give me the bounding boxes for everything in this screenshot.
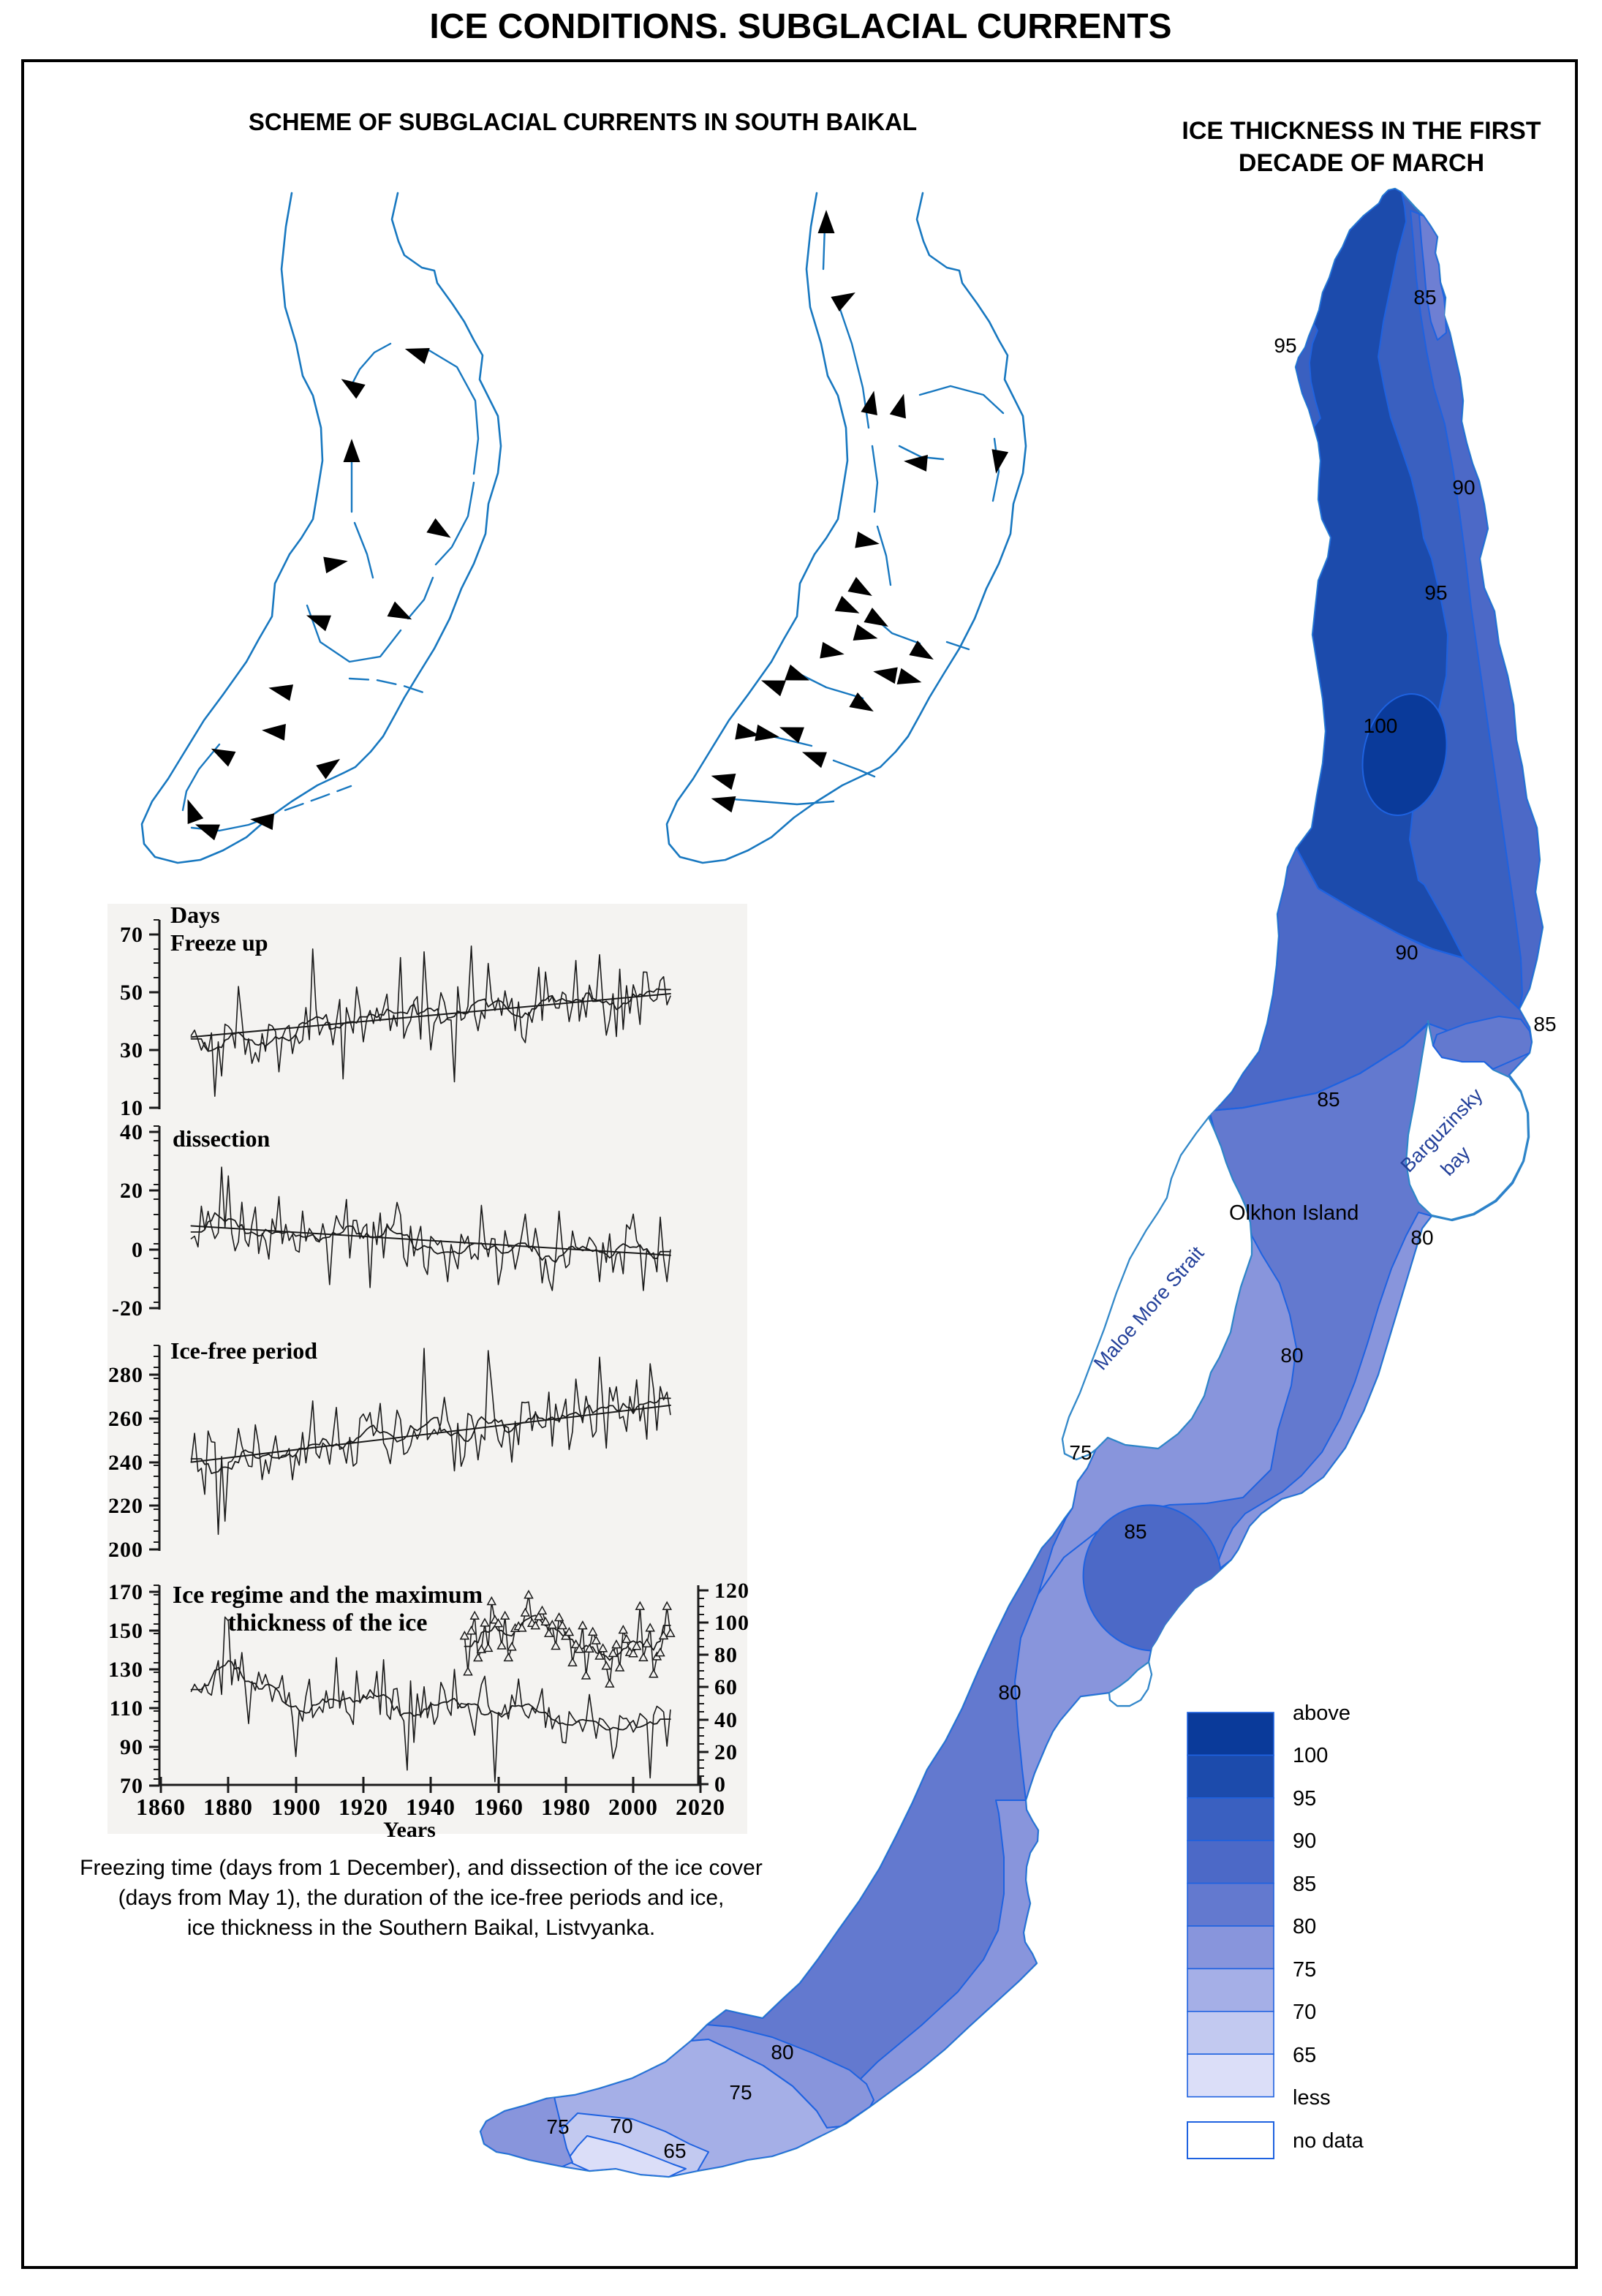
svg-text:170: 170	[108, 1580, 143, 1604]
svg-text:Freezing time (days from 1 Dec: Freezing time (days from 1 December), an…	[80, 1856, 763, 1880]
svg-text:80: 80	[1293, 1915, 1316, 1938]
svg-text:75: 75	[1293, 1958, 1316, 1982]
svg-text:95: 95	[1274, 334, 1296, 357]
svg-text:ICE THICKNESS IN THE FIRST: ICE THICKNESS IN THE FIRST	[1182, 117, 1541, 145]
svg-text:Days: Days	[170, 902, 220, 928]
svg-text:90: 90	[1395, 941, 1418, 964]
svg-text:Olkhon Island: Olkhon Island	[1229, 1201, 1359, 1225]
svg-text:70: 70	[120, 1774, 143, 1798]
svg-text:130: 130	[108, 1658, 143, 1682]
svg-text:1960: 1960	[474, 1794, 524, 1820]
svg-text:20: 20	[714, 1740, 738, 1764]
svg-text:1860: 1860	[136, 1794, 186, 1820]
svg-text:100: 100	[1293, 1744, 1328, 1767]
svg-text:85: 85	[1533, 1013, 1556, 1035]
svg-text:ice thickness in the Southern: ice thickness in the Southern Baikal, Li…	[187, 1916, 655, 1940]
svg-text:80: 80	[1410, 1226, 1433, 1249]
svg-text:1880: 1880	[203, 1794, 253, 1820]
svg-text:(days from May 1), the duratio: (days from May 1), the duration of the i…	[118, 1886, 725, 1910]
svg-text:10: 10	[120, 1096, 143, 1120]
svg-text:120: 120	[714, 1579, 749, 1603]
svg-text:Ice regime and the maximum: Ice regime and the maximum	[173, 1582, 483, 1609]
svg-text:100: 100	[1364, 714, 1398, 737]
svg-text:0: 0	[714, 1772, 726, 1797]
svg-text:65: 65	[663, 2140, 686, 2162]
svg-text:DECADE OF MARCH: DECADE OF MARCH	[1239, 149, 1484, 177]
svg-text:70: 70	[610, 2115, 632, 2137]
svg-text:60: 60	[714, 1675, 738, 1699]
svg-text:80: 80	[771, 2041, 793, 2063]
svg-text:less: less	[1293, 2086, 1331, 2110]
svg-text:1940: 1940	[406, 1794, 456, 1820]
svg-text:220: 220	[108, 1494, 143, 1518]
svg-text:110: 110	[110, 1696, 143, 1721]
svg-text:SCHEME OF SUBGLACIAL CURRENTS: SCHEME OF SUBGLACIAL CURRENTS IN SOUTH B…	[249, 108, 917, 135]
svg-text:150: 150	[108, 1619, 143, 1643]
svg-text:0: 0	[132, 1238, 143, 1262]
svg-text:above: above	[1293, 1702, 1350, 1725]
svg-text:200: 200	[108, 1538, 143, 1562]
svg-text:thickness of the ice: thickness of the ice	[228, 1609, 428, 1636]
svg-text:2020: 2020	[676, 1794, 725, 1820]
svg-text:90: 90	[1293, 1829, 1316, 1853]
svg-text:280: 280	[108, 1363, 143, 1387]
svg-text:85: 85	[1413, 286, 1436, 309]
svg-text:80: 80	[714, 1643, 738, 1667]
svg-text:65: 65	[1293, 2044, 1316, 2067]
svg-text:260: 260	[108, 1407, 143, 1431]
svg-text:30: 30	[120, 1038, 143, 1062]
svg-text:20: 20	[120, 1179, 143, 1203]
svg-text:80: 80	[998, 1681, 1021, 1704]
svg-text:70: 70	[120, 923, 143, 947]
svg-text:75: 75	[1069, 1441, 1092, 1464]
svg-text:40: 40	[120, 1120, 143, 1144]
svg-text:90: 90	[1452, 476, 1475, 499]
svg-text:50: 50	[120, 981, 143, 1005]
svg-text:-20: -20	[112, 1296, 143, 1321]
svg-text:85: 85	[1124, 1520, 1146, 1543]
svg-text:Ice-free period: Ice-free period	[170, 1337, 317, 1364]
svg-text:2000: 2000	[608, 1794, 658, 1820]
svg-text:1900: 1900	[271, 1794, 321, 1820]
svg-text:75: 75	[729, 2081, 752, 2104]
svg-text:no data: no data	[1293, 2129, 1364, 2153]
svg-text:40: 40	[714, 1708, 738, 1732]
svg-text:95: 95	[1424, 581, 1447, 604]
svg-text:85: 85	[1317, 1088, 1340, 1111]
svg-text:85: 85	[1293, 1873, 1316, 1896]
svg-text:70: 70	[1293, 2001, 1316, 2024]
svg-text:90: 90	[120, 1735, 143, 1759]
svg-text:240: 240	[108, 1451, 143, 1475]
svg-text:Freeze up: Freeze up	[170, 929, 268, 956]
svg-text:Years: Years	[383, 1818, 436, 1842]
svg-text:75: 75	[546, 2115, 569, 2138]
svg-text:1980: 1980	[541, 1794, 591, 1820]
svg-text:dissection: dissection	[173, 1125, 271, 1152]
svg-text:95: 95	[1293, 1787, 1316, 1810]
svg-text:ICE CONDITIONS. SUBGLACIAL CUR: ICE CONDITIONS. SUBGLACIAL CURRENTS	[429, 7, 1171, 46]
svg-text:100: 100	[714, 1611, 749, 1635]
svg-text:80: 80	[1280, 1344, 1303, 1367]
svg-text:1920: 1920	[339, 1794, 388, 1820]
